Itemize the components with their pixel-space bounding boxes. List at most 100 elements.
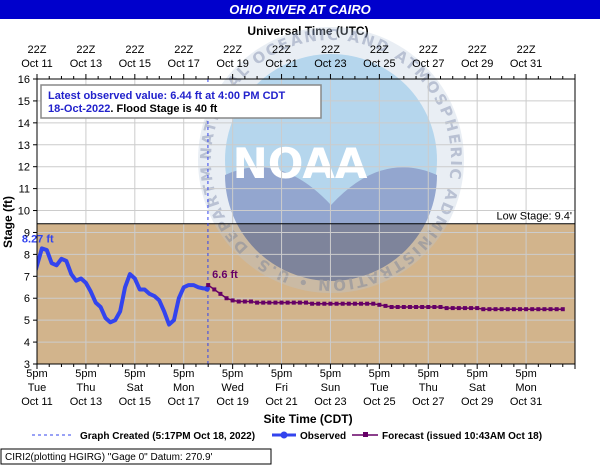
forecast-point — [536, 307, 541, 312]
top-x-tick-label: 22Z — [76, 44, 95, 56]
x-tick-label: Sat — [469, 382, 486, 394]
axes: 3 4 5 6 7 8 9 10 11 12 13 14 15 16 5pm Tue Oct 11 5pm Thu O… — [18, 44, 576, 408]
x-tick-label: 5pm — [124, 368, 145, 380]
x-tick-label: Wed — [221, 382, 243, 394]
top-x-tick-label: 22Z — [321, 44, 340, 56]
forecast-point — [548, 307, 553, 312]
x-tick-label: Oct 31 — [510, 396, 542, 408]
forecast-point — [267, 300, 272, 305]
x-tick-label: 5pm — [320, 368, 341, 380]
top-x-tick-label: Oct 31 — [510, 58, 542, 70]
forecast-point — [469, 306, 474, 311]
y-tick-label: 7 — [24, 271, 30, 283]
x-tick-label: Oct 23 — [314, 396, 346, 408]
forecast-point — [481, 307, 486, 312]
top-x-tick-label: 22Z — [174, 44, 193, 56]
title-bar — [0, 0, 600, 19]
forecast-point — [291, 300, 296, 305]
top-x-tick-label: Oct 13 — [70, 58, 102, 70]
x-tick-label: Oct 19 — [216, 396, 248, 408]
forecast-point — [560, 307, 565, 312]
forecast-point — [371, 301, 376, 306]
top-x-tick-label: Oct 19 — [216, 58, 248, 70]
top-axis-title: Universal Time (UTC) — [247, 24, 368, 38]
forecast-point — [304, 300, 308, 305]
forecast-point — [285, 300, 290, 305]
y-tick-label: 9 — [24, 227, 30, 239]
y-tick-label: 8 — [24, 249, 30, 261]
y-tick-label: 4 — [24, 337, 30, 349]
forecast-point — [230, 298, 235, 303]
x-tick-label: 5pm — [222, 368, 243, 380]
forecast-point — [542, 307, 547, 312]
top-x-tick-label: 22Z — [419, 44, 438, 56]
observation-date: 18-Oct-2022 — [48, 103, 110, 115]
x-tick-label: Oct 29 — [461, 396, 493, 408]
y-tick-label: 13 — [18, 140, 30, 152]
top-x-tick-label: Oct 25 — [363, 58, 395, 70]
top-x-tick-label: Oct 23 — [314, 58, 346, 70]
forecast-point — [242, 299, 247, 304]
forecast-point — [346, 301, 351, 306]
top-x-tick-label: 22Z — [272, 44, 291, 56]
x-tick-label: 5pm — [466, 368, 487, 380]
legend-graph-created: Graph Created (5:17PM Oct 18, 2022) — [80, 431, 255, 442]
forecast-point — [334, 301, 339, 306]
datum-footer: CIRI2(plotting HGIRG) "Gage 0" Datum: 27… — [5, 452, 213, 463]
forecast-point — [310, 301, 315, 306]
forecast-point — [401, 305, 406, 309]
forecast-point — [524, 307, 529, 312]
forecast-point — [499, 307, 504, 312]
forecast-point — [554, 307, 559, 312]
forecast-point — [462, 306, 467, 311]
forecast-point — [407, 305, 412, 309]
forecast-point — [432, 305, 437, 309]
forecast-point — [297, 300, 302, 305]
top-x-tick-label: 22Z — [223, 44, 242, 56]
flood-stage-value: . Flood Stage is 40 ft — [110, 103, 217, 115]
y-tick-label: 12 — [18, 162, 30, 174]
top-x-tick-label: Oct 15 — [119, 58, 151, 70]
forecast-point — [377, 302, 382, 307]
forecast-point — [438, 305, 443, 309]
y-tick-label: 6 — [24, 293, 30, 305]
forecast-point — [322, 301, 327, 306]
latest-observed-value: Latest observed value: 6.44 ft at 4:00 P… — [48, 90, 285, 102]
y-tick-label: 3 — [24, 359, 30, 371]
x-tick-label: Thu — [76, 382, 95, 394]
x-tick-label: 5pm — [26, 368, 47, 380]
grid-lines — [37, 79, 575, 364]
forecast-point — [475, 306, 480, 311]
forecast-point — [359, 301, 364, 306]
forecast-point — [517, 307, 522, 312]
forecast-point — [383, 303, 388, 308]
forecast-point — [511, 307, 516, 312]
top-x-tick-label: Oct 29 — [461, 58, 493, 70]
footer-box — [0, 448, 272, 465]
top-x-tick-label: Oct 21 — [265, 58, 297, 70]
forecast-point — [365, 301, 370, 306]
x-tick-label: Oct 25 — [363, 396, 395, 408]
forecast-point — [255, 300, 260, 305]
y-tick-label: 16 — [18, 74, 30, 86]
x-tick-label: Fri — [275, 382, 288, 394]
y-tick-label: 15 — [18, 96, 30, 108]
x-tick-label: Sat — [127, 382, 144, 394]
x-tick-label: 5pm — [173, 368, 194, 380]
y-tick-label: 11 — [19, 184, 30, 196]
legend-forecast: Forecast (issued 10:43AM Oct 18) — [382, 431, 542, 442]
x-tick-label: Sun — [321, 382, 341, 394]
x-tick-label: Oct 27 — [412, 396, 444, 408]
forecast-point — [316, 301, 321, 306]
x-tick-label: Oct 17 — [168, 396, 200, 408]
svg-text:NOAA: NOAA — [233, 139, 368, 188]
forecast-point — [487, 307, 492, 312]
forecast-point — [530, 307, 535, 312]
forecast-point — [279, 300, 284, 305]
forecast-point — [456, 306, 461, 311]
top-x-tick-label: 22Z — [468, 44, 487, 56]
x-axis-title: Site Time (CDT) — [263, 412, 352, 426]
forecast-point — [212, 287, 217, 292]
legend: Graph Created (5:17PM Oct 18, 2022) Obse… — [32, 431, 542, 442]
